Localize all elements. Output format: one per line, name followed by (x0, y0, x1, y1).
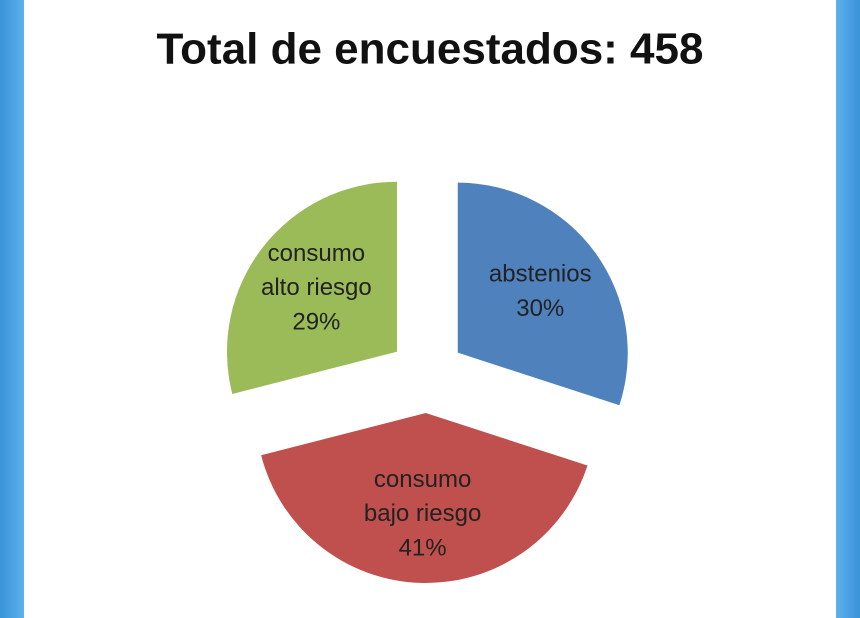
slice-value-label: 30% (516, 295, 564, 322)
pie-slice (261, 412, 588, 583)
slice-category-label: abstenios (489, 261, 592, 288)
pie-slice (457, 182, 628, 406)
slice-category-label: consumo bajo riesgo (364, 466, 481, 527)
chart-title: Total de encuestados: 458 (157, 25, 704, 74)
pie-slice (226, 181, 397, 394)
slice-value-label: 29% (292, 309, 340, 336)
slice-category-label: consumo alto riesgo (261, 241, 372, 302)
slice-value-label: 41% (399, 534, 447, 561)
